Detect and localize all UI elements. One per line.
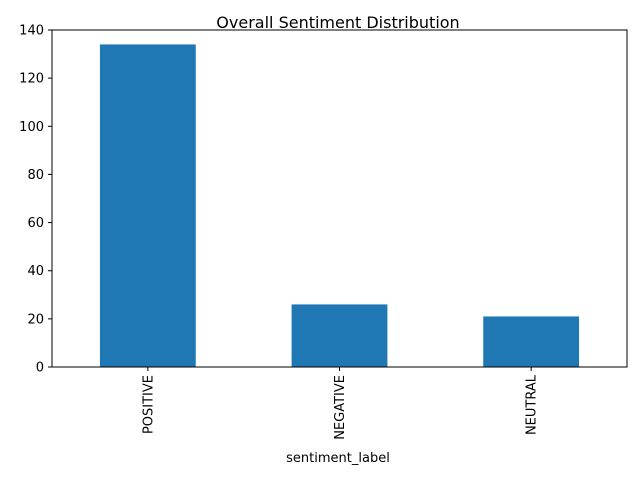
y-tick-label: 80 (27, 168, 44, 183)
y-tick-label: 120 (19, 72, 44, 87)
bar-positive (99, 44, 196, 367)
chart-title: Overall Sentiment Distribution (216, 13, 459, 32)
y-tick-label: 140 (19, 24, 44, 39)
y-tick-label: 60 (27, 216, 44, 231)
plot-frame (51, 29, 628, 368)
bars-layer (99, 44, 580, 367)
x-axis: POSITIVE NEGATIVE NEUTRAL (141, 367, 540, 440)
y-tick-label: 20 (27, 312, 44, 327)
bar-neutral (483, 316, 580, 367)
y-tick-label: 0 (36, 361, 44, 376)
x-tick-label-neutral: NEUTRAL (525, 374, 540, 435)
y-axis: 0 20 40 60 80 100 120 140 (19, 24, 52, 376)
x-axis-label: sentiment_label (286, 451, 390, 466)
x-tick-label-negative: NEGATIVE (333, 375, 348, 440)
y-tick-label: 40 (27, 264, 44, 279)
x-tick-label-positive: POSITIVE (141, 375, 156, 434)
y-tick-label: 100 (19, 120, 44, 135)
bar-negative (291, 304, 388, 367)
